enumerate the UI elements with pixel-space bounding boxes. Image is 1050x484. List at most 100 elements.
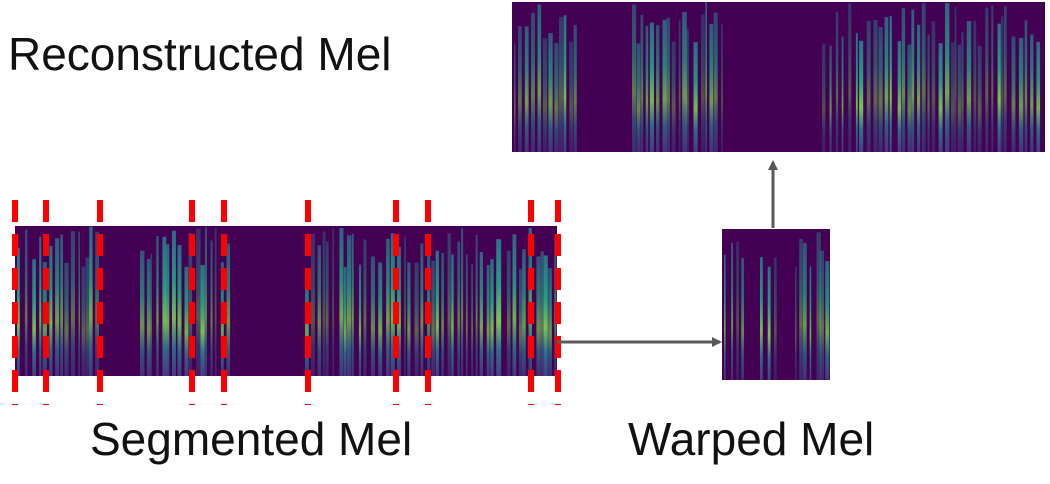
spectral-stripe bbox=[17, 247, 20, 376]
spectral-stripe bbox=[522, 249, 526, 376]
spectral-stripe bbox=[662, 19, 667, 153]
reconstructed-stripes bbox=[514, 2, 1041, 153]
spectral-stripe bbox=[1004, 6, 1007, 152]
spectral-stripe bbox=[78, 231, 80, 376]
spectral-stripe bbox=[954, 6, 957, 153]
reconstructed-mel-image bbox=[512, 2, 1045, 152]
reconstructed-label: Reconstructed Mel bbox=[8, 28, 392, 80]
spectral-stripe bbox=[873, 19, 878, 153]
spectral-stripe bbox=[859, 40, 864, 152]
spectral-stripe bbox=[889, 16, 892, 152]
spectral-stripe bbox=[632, 4, 637, 152]
spectral-stripe bbox=[479, 252, 483, 376]
spectral-stripe bbox=[435, 250, 439, 376]
spectral-stripe bbox=[682, 11, 687, 153]
spectral-stripe bbox=[917, 24, 921, 152]
spectral-stripe bbox=[927, 34, 930, 152]
segment-boundaries bbox=[12, 200, 561, 405]
spectral-stripe bbox=[358, 264, 362, 376]
spectral-stripe bbox=[156, 236, 159, 376]
spectral-stripe bbox=[841, 36, 844, 152]
spectral-stripe bbox=[802, 242, 807, 380]
spectral-stripe bbox=[322, 231, 326, 376]
spectral-stripe bbox=[486, 265, 490, 376]
spectral-stripe bbox=[536, 256, 541, 376]
spectral-stripe bbox=[701, 14, 705, 153]
spectral-stripe bbox=[554, 42, 559, 152]
spectral-stripe bbox=[649, 22, 654, 152]
spectral-stripe bbox=[465, 254, 468, 376]
spectral-stripe bbox=[531, 12, 535, 153]
spectral-stripe bbox=[825, 261, 830, 380]
spectral-stripe bbox=[799, 239, 803, 380]
spectral-stripe bbox=[997, 23, 1001, 152]
spectral-stripe bbox=[1018, 38, 1024, 152]
spectral-stripe bbox=[774, 257, 777, 380]
spectral-stripe bbox=[499, 239, 502, 376]
spectral-stripe bbox=[1011, 36, 1016, 152]
spectral-stripe bbox=[645, 25, 649, 152]
spectral-stripe bbox=[709, 24, 714, 152]
spectral-stripe bbox=[140, 250, 145, 376]
spectral-stripe bbox=[666, 17, 670, 152]
spectral-stripe bbox=[901, 8, 906, 152]
spectral-stripe bbox=[855, 33, 858, 152]
spectral-stripe bbox=[518, 26, 522, 152]
spectral-stripe bbox=[85, 257, 90, 376]
spectral-stripe bbox=[32, 259, 36, 376]
spectral-stripe bbox=[977, 45, 982, 152]
spectral-stripe bbox=[60, 234, 63, 376]
spectral-stripe bbox=[569, 41, 573, 152]
spectral-stripe bbox=[559, 17, 563, 152]
spectral-stripe bbox=[326, 241, 329, 376]
spectral-stripe bbox=[343, 266, 347, 376]
spectral-stripe bbox=[991, 5, 994, 152]
spectral-stripe bbox=[352, 233, 354, 376]
spectral-stripe bbox=[431, 260, 435, 376]
spectral-stripe bbox=[724, 254, 726, 380]
spectral-stripe bbox=[404, 236, 406, 376]
spectral-stripe bbox=[907, 44, 912, 152]
spectral-stripe bbox=[713, 12, 718, 152]
spectral-stripe bbox=[767, 266, 771, 380]
spectral-stripe bbox=[809, 266, 812, 380]
spectral-stripe bbox=[741, 257, 744, 380]
spectral-stripe bbox=[490, 259, 494, 376]
spectral-stripe bbox=[311, 233, 315, 376]
spectral-stripe bbox=[543, 255, 548, 376]
spectral-stripe bbox=[921, 3, 926, 153]
spectral-stripe bbox=[226, 243, 231, 376]
spectral-stripe bbox=[816, 232, 821, 380]
spectral-stripe bbox=[370, 256, 375, 376]
spectral-stripe bbox=[961, 32, 964, 152]
spectral-stripe bbox=[1030, 34, 1034, 152]
spectral-stripe bbox=[471, 263, 473, 376]
spectral-stripe bbox=[177, 245, 182, 376]
spectral-stripe bbox=[985, 7, 989, 152]
warped-stripes bbox=[724, 232, 830, 380]
spectral-stripe bbox=[671, 41, 676, 152]
spectral-stripe bbox=[548, 268, 552, 376]
spectral-stripe bbox=[514, 43, 516, 152]
spectral-stripe bbox=[731, 242, 733, 380]
spectral-stripe bbox=[693, 42, 698, 152]
spectral-stripe bbox=[524, 26, 529, 152]
spectral-stripe bbox=[184, 266, 189, 376]
spectral-stripe bbox=[1036, 41, 1041, 152]
spectral-stripe bbox=[204, 227, 207, 376]
spectral-stripe bbox=[736, 242, 739, 380]
spectral-stripe bbox=[1024, 20, 1028, 152]
spectral-stripe bbox=[819, 250, 825, 380]
spectral-stripe bbox=[938, 43, 943, 153]
spectral-stripe bbox=[822, 43, 826, 152]
spectral-stripe bbox=[162, 236, 167, 376]
spectral-stripe bbox=[441, 253, 444, 376]
spectral-stripe bbox=[89, 226, 93, 376]
spectral-stripe bbox=[957, 44, 961, 152]
spectral-stripe bbox=[55, 238, 60, 376]
segmented-label: Segmented Mel bbox=[90, 413, 412, 465]
spectral-stripe bbox=[931, 21, 936, 152]
spectral-stripe bbox=[542, 38, 548, 152]
spectral-stripe bbox=[49, 245, 53, 376]
